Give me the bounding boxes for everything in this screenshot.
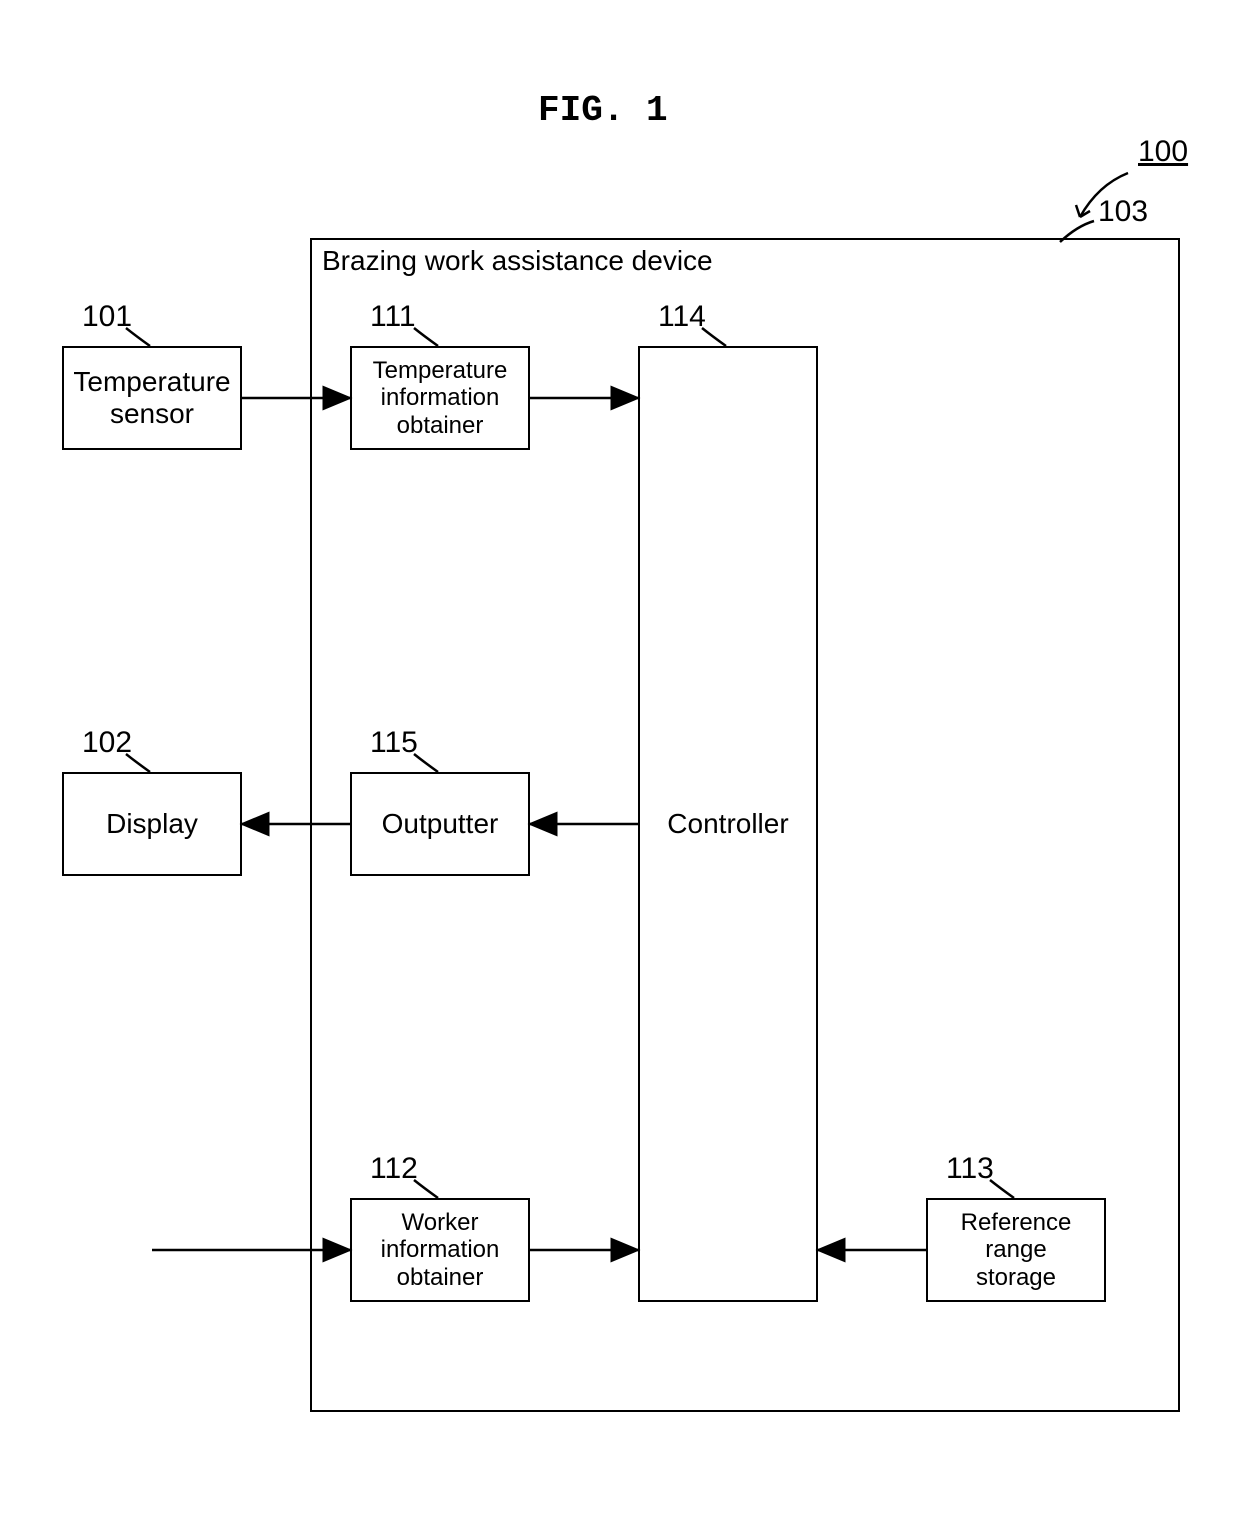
- system-ref-100: 100: [1138, 135, 1188, 169]
- temperature-sensor-block: Temperature sensor: [62, 346, 242, 450]
- display-block: Display: [62, 772, 242, 876]
- ref-storage-block: Reference range storage: [926, 1198, 1106, 1302]
- temp-obtainer-ref-curve: [410, 326, 446, 350]
- temp-obtainer-ref: 111: [370, 300, 416, 334]
- outputter-block: Outputter: [350, 772, 530, 876]
- temperature-sensor-ref-curve: [122, 326, 158, 350]
- temp-obtainer-block: Temperature information obtainer: [350, 346, 530, 450]
- controller-ref-curve: [698, 326, 734, 350]
- device-ref-103: 103: [1098, 195, 1148, 229]
- display-ref-curve: [122, 752, 158, 776]
- controller-block: Controller: [638, 346, 818, 1302]
- device-label: Brazing work assistance device: [322, 245, 713, 277]
- worker-obtainer-block: Worker information obtainer: [350, 1198, 530, 1302]
- outputter-ref-curve: [410, 752, 446, 776]
- worker-obtainer-ref-curve: [410, 1178, 446, 1202]
- ref-storage-ref-curve: [986, 1178, 1022, 1202]
- device-ref-curve: [1052, 218, 1102, 248]
- figure-label: FIG. 1: [538, 90, 668, 131]
